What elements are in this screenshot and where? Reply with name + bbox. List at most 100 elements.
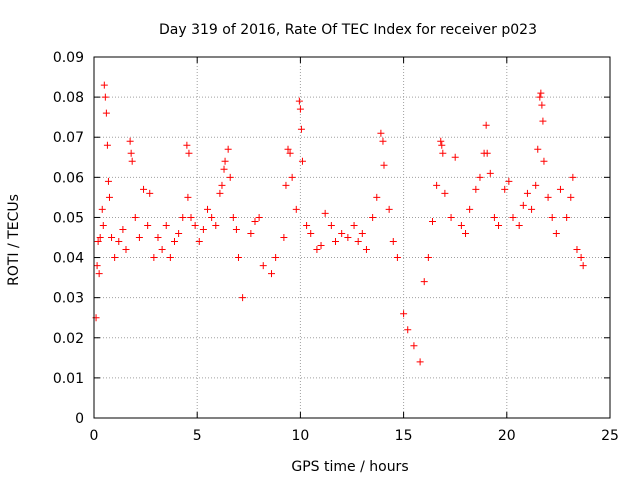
- y-axis-label: ROTI / TECUs: [6, 194, 22, 286]
- data-point: [195, 238, 203, 246]
- data-point: [154, 234, 162, 241]
- data-point: [220, 165, 228, 173]
- data-point: [298, 157, 306, 165]
- data-point: [354, 238, 362, 246]
- data-point: [146, 189, 154, 197]
- data-point: [303, 221, 311, 229]
- data-point: [439, 149, 447, 157]
- data-point: [393, 254, 401, 262]
- data-point: [321, 209, 329, 217]
- data-point: [221, 157, 229, 165]
- x-tick-label: 25: [601, 428, 619, 444]
- data-point: [255, 213, 263, 221]
- data-point: [103, 141, 111, 149]
- data-point: [96, 234, 104, 241]
- data-point: [187, 213, 195, 221]
- data-point: [191, 221, 199, 229]
- data-point: [569, 173, 577, 181]
- x-axis-label: GPS time / hours: [291, 459, 408, 475]
- data-point: [385, 205, 393, 213]
- data-point: [490, 213, 498, 221]
- data-point: [519, 201, 527, 209]
- data-point: [184, 193, 192, 201]
- data-point: [482, 121, 490, 129]
- data-point: [105, 193, 113, 201]
- data-point: [296, 105, 304, 113]
- data-point: [102, 109, 110, 117]
- data-point: [268, 270, 276, 278]
- data-point: [317, 242, 325, 250]
- data-point: [534, 145, 542, 153]
- data-point: [247, 229, 255, 237]
- x-tick-label: 20: [498, 428, 516, 444]
- data-point: [501, 185, 509, 193]
- data-point: [451, 153, 459, 161]
- data-point: [282, 181, 290, 189]
- data-point: [428, 217, 436, 225]
- data-point: [567, 193, 575, 201]
- data-point: [259, 262, 267, 270]
- data-point: [111, 254, 119, 262]
- data-point: [297, 125, 305, 133]
- y-tick-label: 0.09: [53, 50, 84, 66]
- y-tick-label: 0.02: [53, 331, 84, 347]
- y-tick-label: 0.03: [53, 291, 84, 307]
- data-point: [362, 246, 370, 254]
- x-tick-label: 5: [193, 428, 202, 444]
- y-tick-label: 0.05: [53, 210, 84, 226]
- data-point: [483, 149, 491, 157]
- data-point: [552, 229, 560, 237]
- data-point: [537, 89, 545, 97]
- data-point: [528, 205, 536, 213]
- data-point: [369, 213, 377, 221]
- data-point: [404, 326, 412, 334]
- data-point: [127, 149, 135, 157]
- data-point: [420, 278, 428, 286]
- data-point: [476, 173, 484, 181]
- y-tick-label: 0.08: [53, 90, 84, 106]
- data-point: [462, 229, 470, 237]
- data-point: [358, 229, 366, 237]
- data-point: [313, 246, 321, 254]
- data-point: [295, 97, 303, 105]
- data-point: [179, 213, 187, 221]
- data-point: [292, 205, 300, 213]
- chart-title: Day 319 of 2016, Rate Of TEC Index for r…: [159, 22, 537, 38]
- data-point: [280, 234, 288, 241]
- data-point: [515, 221, 523, 229]
- data-point: [472, 185, 480, 193]
- y-tick-label: 0.07: [53, 130, 84, 146]
- data-point: [166, 254, 174, 262]
- y-tick-label: 0: [75, 411, 84, 427]
- data-point: [204, 205, 212, 213]
- data-point: [95, 270, 103, 278]
- data-point: [331, 238, 339, 246]
- data-point: [416, 358, 424, 366]
- data-point: [185, 149, 193, 157]
- data-point: [216, 189, 224, 197]
- plot-frame: [93, 56, 611, 419]
- data-point: [457, 221, 465, 229]
- data-point: [373, 193, 381, 201]
- data-point: [400, 310, 408, 318]
- data-point: [175, 229, 183, 237]
- data-point: [441, 189, 449, 197]
- data-point: [377, 129, 385, 137]
- data-point: [94, 238, 102, 246]
- data-point: [540, 157, 548, 165]
- data-point: [119, 225, 127, 233]
- data-point: [437, 137, 445, 145]
- data-point: [556, 185, 564, 193]
- data-point: [380, 161, 388, 169]
- data-point: [286, 149, 294, 157]
- tick-labels: 0 5 10 15 20 25 0 0.01 0.02 0.03 0.04 0.05 0.06 0.07 0…: [53, 50, 619, 444]
- data-point: [548, 213, 556, 221]
- data-point: [229, 213, 237, 221]
- data-point: [389, 238, 397, 246]
- data-point: [505, 177, 513, 185]
- data-point: [284, 145, 292, 153]
- data-point: [424, 254, 432, 262]
- data-point: [224, 145, 232, 153]
- data-point: [226, 173, 234, 181]
